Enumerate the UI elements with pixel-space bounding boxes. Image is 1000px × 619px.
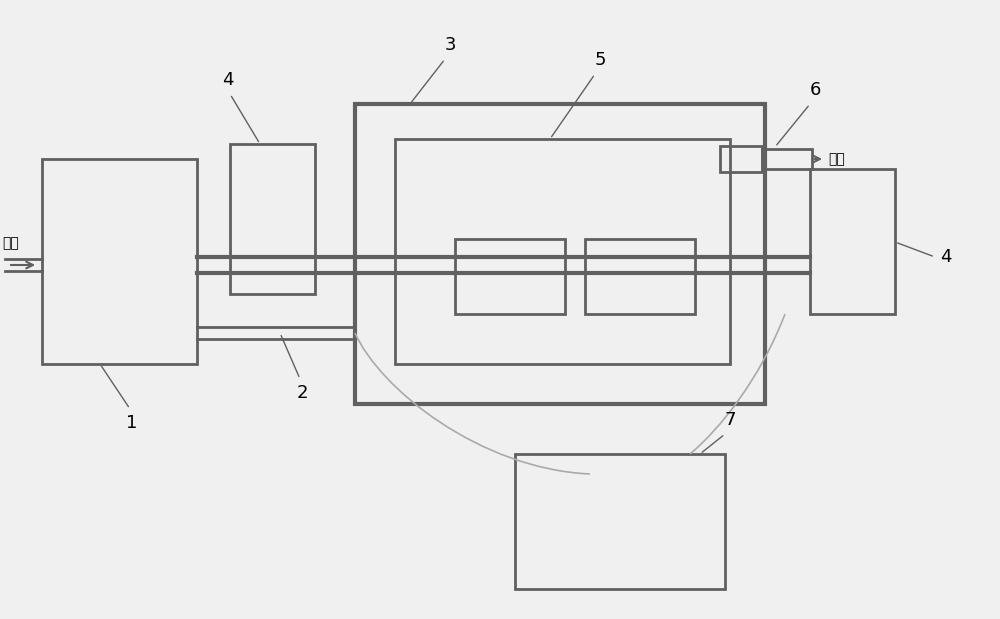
Bar	[585, 239, 695, 314]
Text: 1: 1	[126, 414, 138, 432]
Text: 2: 2	[296, 384, 308, 402]
Bar	[810, 169, 895, 314]
Bar	[355, 104, 765, 404]
Bar	[455, 239, 565, 314]
Bar	[720, 146, 762, 172]
Text: 出水: 出水	[828, 152, 845, 166]
Bar	[515, 454, 725, 589]
Bar	[395, 139, 730, 364]
Text: 5: 5	[594, 51, 606, 69]
Bar	[230, 144, 315, 294]
Bar	[762, 149, 812, 169]
Text: 3: 3	[444, 36, 456, 54]
Text: 6: 6	[809, 81, 821, 99]
Text: 4: 4	[940, 248, 952, 266]
Text: 4: 4	[222, 71, 234, 89]
Text: 进水: 进水	[2, 236, 19, 250]
Bar	[42, 159, 197, 364]
Text: 7: 7	[724, 411, 736, 429]
